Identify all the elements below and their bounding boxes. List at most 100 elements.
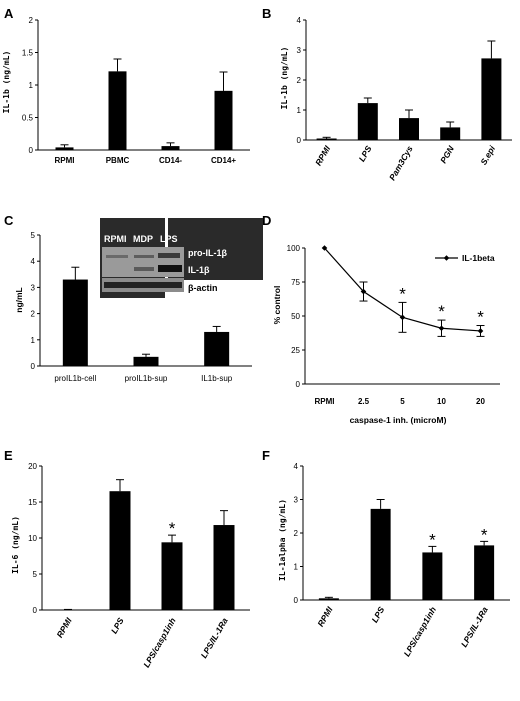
panel-d-xtick-label: 5 xyxy=(400,397,405,406)
panel-b-bar xyxy=(481,58,502,140)
panel-e-ytick-label: 10 xyxy=(28,534,37,543)
western-blot-inset: RPMI MDP LPS pro-IL-1β IL-1β β-actin xyxy=(100,218,263,298)
panel-a-ytick-label: 1.5 xyxy=(22,49,34,58)
panel-a-xtick-label: CD14- xyxy=(159,156,182,165)
panel-c-ytick-label: 1 xyxy=(31,336,36,345)
panel-c-ytick-label: 4 xyxy=(31,257,36,266)
panel-f-ytick-label: 0 xyxy=(294,596,299,605)
panel-e-ylabel: IL-6 (ng/mL) xyxy=(11,516,20,574)
panel-d-point xyxy=(399,314,406,321)
panel-c-bar xyxy=(204,331,230,366)
panel-c-xtick-label: proIL1b-cell xyxy=(54,374,96,383)
panel-d-significance-star: * xyxy=(399,284,406,303)
panel-b-bar xyxy=(316,138,337,140)
panel-b-bar xyxy=(357,103,378,140)
panel-b-bar xyxy=(440,127,461,140)
panel-b-xtick-label: S.epi xyxy=(478,143,497,166)
panel-b-xtick-label: PGN xyxy=(438,143,456,165)
panel-d-point xyxy=(360,288,367,295)
band-pro-mdp xyxy=(134,255,154,258)
panel-a-xtick-label: PBMC xyxy=(106,156,130,165)
panel-f-xtick-label: LPS/casp1inh xyxy=(402,605,439,658)
panel-f-ytick-label: 2 xyxy=(294,529,299,538)
panel-c-ylabel: ng/mL xyxy=(14,287,24,313)
panel-a-ytick-label: 1 xyxy=(29,81,34,90)
panel-e-ytick-label: 15 xyxy=(28,498,37,507)
panel-d-ytick-label: 100 xyxy=(287,244,301,253)
panel-e-significance-star: * xyxy=(169,519,176,538)
panel-d-ytick-label: 25 xyxy=(291,346,300,355)
panel-a-ytick-label: 2 xyxy=(29,16,34,25)
panel-d-point xyxy=(477,328,484,334)
panel-a-ylabel: IL-1b (ng/mL) xyxy=(2,51,11,114)
panel-f-xtick-label: RPMI xyxy=(315,604,335,628)
panel-a-ytick-label: 0 xyxy=(29,146,34,155)
panel-c-xtick-label: IL1b-sup xyxy=(201,374,233,383)
band-pro-rpmi xyxy=(106,255,128,258)
panel-c-bar xyxy=(62,279,88,366)
panel-b-xtick-label: LPS xyxy=(357,144,374,164)
panel-b-bar xyxy=(399,118,419,140)
panel-c-ytick-label: 5 xyxy=(31,231,36,240)
panel-e-xtick-label: LPS/IL-1Ra xyxy=(199,616,230,660)
panel-c-xtick-label: proIL1b-sup xyxy=(125,374,168,383)
panel-letter-d: D xyxy=(262,213,271,228)
blot-band-actin: β-actin xyxy=(188,283,218,293)
panel-c-ytick-label: 0 xyxy=(31,362,36,371)
panel-e-ytick-label: 20 xyxy=(28,462,37,471)
panel-b-ytick-label: 3 xyxy=(297,46,302,55)
blot-lane-rpmi: RPMI xyxy=(104,234,127,244)
panel-d-ytick-label: 50 xyxy=(291,312,300,321)
panel-f-ytick-label: 1 xyxy=(294,563,299,572)
panel-f-xtick-label: LPS xyxy=(369,605,386,625)
panel-d-point xyxy=(321,245,328,251)
panel-a-bar xyxy=(55,147,74,150)
panel-f-bar xyxy=(474,545,495,600)
panel-d-ylabel: % control xyxy=(272,286,282,325)
blot-band-il1b: IL-1β xyxy=(188,265,210,275)
panel-d-significance-star: * xyxy=(438,302,445,321)
panel-e-bar xyxy=(109,491,131,610)
panel-f-ytick-label: 3 xyxy=(294,496,299,505)
panel-d-xtick-label: RPMI xyxy=(315,397,335,406)
panel-b-ytick-label: 1 xyxy=(297,106,302,115)
panel-e-xtick-label: RPMI xyxy=(54,615,74,639)
legend-label: IL-1beta xyxy=(462,253,495,263)
panel-a-bar xyxy=(161,146,180,150)
panel-d-xtick-label: 2.5 xyxy=(358,397,370,406)
panel-a-xtick-label: CD14+ xyxy=(211,156,236,165)
panel-letter-b: B xyxy=(262,6,271,21)
blot-band-pro-il1b: pro-IL-1β xyxy=(188,248,227,258)
panel-e-bar xyxy=(161,542,183,610)
panel-a-xtick-label: RPMI xyxy=(55,156,75,165)
panel-e-ytick-label: 0 xyxy=(33,606,38,615)
panel-d-xtick-label: 20 xyxy=(476,397,485,406)
panel-letter-f: F xyxy=(262,448,270,463)
panel-d-ytick-label: 0 xyxy=(296,380,301,389)
panel-d-xlabel: caspase-1 inh. (microM) xyxy=(350,415,447,425)
panel-e-ytick-label: 5 xyxy=(33,570,38,579)
panel-b-ytick-label: 2 xyxy=(297,76,302,85)
legend-marker xyxy=(443,255,450,261)
band-il1b-lps xyxy=(158,265,182,272)
panel-letter-a: A xyxy=(4,6,14,21)
panel-a-bar xyxy=(214,90,233,150)
panel-d-legend: IL-1beta xyxy=(435,253,495,263)
panel-d-point xyxy=(438,325,445,332)
panel-f-significance-star: * xyxy=(429,530,436,549)
panel-e-xtick-label: LPS/casp1inh xyxy=(141,616,178,669)
blot-lane-lps: LPS xyxy=(160,234,178,244)
band-actin xyxy=(104,282,182,288)
panel-b-xtick-label: Pam3Cys xyxy=(387,144,415,182)
panel-e-bar xyxy=(213,525,235,610)
panel-f-ytick-label: 4 xyxy=(294,462,299,471)
blot-lane-mdp: MDP xyxy=(133,234,153,244)
panel-e-xtick-label: LPS xyxy=(109,616,126,636)
panel-f-bar xyxy=(370,508,391,600)
panel-c-ytick-label: 3 xyxy=(31,283,36,292)
panel-b-xtick-label: RPMI xyxy=(313,143,333,167)
panel-letter-c: C xyxy=(4,213,14,228)
panel-b-ytick-label: 4 xyxy=(297,16,302,25)
panel-d-xtick-label: 10 xyxy=(437,397,446,406)
